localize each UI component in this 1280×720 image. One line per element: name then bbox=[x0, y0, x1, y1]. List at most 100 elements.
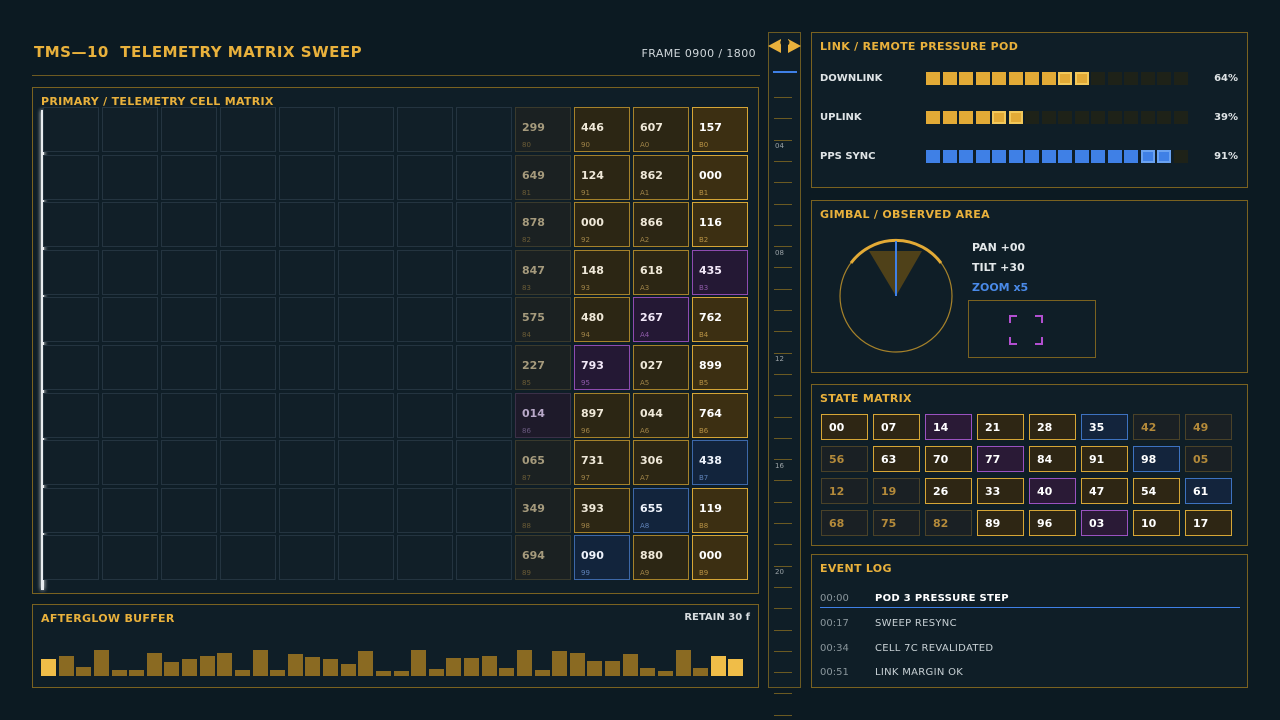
matrix-cell-empty[interactable] bbox=[102, 392, 158, 438]
matrix-cell-empty[interactable] bbox=[43, 535, 99, 581]
log-entry[interactable]: 00:17 SWEEP RESYNC bbox=[812, 618, 1247, 636]
matrix-cell-empty[interactable] bbox=[279, 297, 335, 343]
matrix-cell-empty[interactable] bbox=[397, 440, 453, 486]
matrix-cell-empty[interactable] bbox=[43, 297, 99, 343]
state-cell[interactable]: 28 bbox=[1029, 414, 1076, 440]
matrix-cell-empty[interactable] bbox=[43, 440, 99, 486]
matrix-cell[interactable]: 694 89 bbox=[515, 535, 571, 581]
state-cell[interactable]: 17 bbox=[1185, 510, 1232, 536]
matrix-cell[interactable]: 090 99 bbox=[574, 535, 630, 581]
matrix-cell-empty[interactable] bbox=[397, 392, 453, 438]
matrix-cell-empty[interactable] bbox=[397, 487, 453, 533]
state-cell[interactable]: 91 bbox=[1081, 446, 1128, 472]
matrix-cell-empty[interactable] bbox=[220, 202, 276, 248]
matrix-cell-empty[interactable] bbox=[397, 345, 453, 390]
matrix-cell[interactable]: 480 94 bbox=[574, 297, 630, 343]
matrix-cell-empty[interactable] bbox=[102, 297, 158, 343]
matrix-cell-empty[interactable] bbox=[43, 154, 99, 200]
matrix-cell[interactable]: 607 A0 bbox=[633, 107, 689, 152]
matrix-cell-empty[interactable] bbox=[397, 297, 453, 343]
matrix-cell[interactable]: 897 96 bbox=[574, 392, 630, 438]
matrix-cell[interactable]: 435 B3 bbox=[692, 249, 748, 295]
matrix-cell-empty[interactable] bbox=[102, 440, 158, 486]
matrix-cell-empty[interactable] bbox=[220, 297, 276, 343]
frame-scrubber[interactable]: 00 04 08 12 16 20 bbox=[768, 32, 801, 716]
state-cell[interactable]: 10 bbox=[1133, 510, 1180, 536]
matrix-cell-empty[interactable] bbox=[220, 535, 276, 581]
state-cell[interactable]: 63 bbox=[873, 446, 920, 472]
matrix-cell[interactable]: 866 A2 bbox=[633, 202, 689, 248]
matrix-cell[interactable]: 119 B8 bbox=[692, 487, 748, 533]
matrix-cell-empty[interactable] bbox=[279, 249, 335, 295]
matrix-cell-empty[interactable] bbox=[43, 487, 99, 533]
matrix-cell[interactable]: 148 93 bbox=[574, 249, 630, 295]
matrix-cell[interactable]: 575 84 bbox=[515, 297, 571, 343]
matrix-cell-empty[interactable] bbox=[43, 107, 99, 152]
matrix-cell[interactable]: 124 91 bbox=[574, 154, 630, 200]
matrix-cell[interactable]: 027 A5 bbox=[633, 345, 689, 390]
matrix-cell-empty[interactable] bbox=[338, 297, 394, 343]
matrix-cell[interactable]: 880 A9 bbox=[633, 535, 689, 581]
matrix-cell-empty[interactable] bbox=[279, 535, 335, 581]
state-cell[interactable]: 61 bbox=[1185, 478, 1232, 504]
state-cell[interactable]: 19 bbox=[873, 478, 920, 504]
matrix-cell[interactable]: 065 87 bbox=[515, 440, 571, 486]
matrix-cell-empty[interactable] bbox=[161, 107, 217, 152]
matrix-cell[interactable]: 299 80 bbox=[515, 107, 571, 152]
matrix-cell[interactable]: 862 A1 bbox=[633, 154, 689, 200]
matrix-cell-empty[interactable] bbox=[161, 440, 217, 486]
matrix-cell-empty[interactable] bbox=[338, 535, 394, 581]
matrix-cell-empty[interactable] bbox=[456, 345, 512, 390]
state-cell[interactable]: 12 bbox=[821, 478, 868, 504]
matrix-cell-empty[interactable] bbox=[456, 535, 512, 581]
state-cell[interactable]: 03 bbox=[1081, 510, 1128, 536]
state-cell[interactable]: 56 bbox=[821, 446, 868, 472]
state-cell[interactable]: 68 bbox=[821, 510, 868, 536]
state-cell[interactable]: 96 bbox=[1029, 510, 1076, 536]
matrix-cell[interactable]: 393 98 bbox=[574, 487, 630, 533]
matrix-cell[interactable]: 000 B9 bbox=[692, 535, 748, 581]
matrix-cell[interactable]: 227 85 bbox=[515, 345, 571, 390]
matrix-cell-empty[interactable] bbox=[220, 107, 276, 152]
matrix-cell[interactable]: 618 A3 bbox=[633, 249, 689, 295]
matrix-cell-empty[interactable] bbox=[161, 202, 217, 248]
matrix-cell[interactable]: 764 B6 bbox=[692, 392, 748, 438]
matrix-cell-empty[interactable] bbox=[102, 202, 158, 248]
state-cell[interactable]: 21 bbox=[977, 414, 1024, 440]
state-cell[interactable]: 98 bbox=[1133, 446, 1180, 472]
matrix-cell-empty[interactable] bbox=[338, 107, 394, 152]
matrix-cell-empty[interactable] bbox=[456, 107, 512, 152]
state-cell[interactable]: 07 bbox=[873, 414, 920, 440]
log-entry[interactable]: 00:51 LINK MARGIN OK bbox=[812, 667, 1247, 685]
state-cell[interactable]: 05 bbox=[1185, 446, 1232, 472]
state-cell[interactable]: 54 bbox=[1133, 478, 1180, 504]
matrix-cell-empty[interactable] bbox=[456, 154, 512, 200]
matrix-cell[interactable]: 655 A8 bbox=[633, 487, 689, 533]
matrix-cell[interactable]: 649 81 bbox=[515, 154, 571, 200]
matrix-cell-empty[interactable] bbox=[338, 202, 394, 248]
matrix-cell-empty[interactable] bbox=[161, 392, 217, 438]
state-cell[interactable]: 75 bbox=[873, 510, 920, 536]
matrix-cell[interactable]: 000 B1 bbox=[692, 154, 748, 200]
matrix-cell-empty[interactable] bbox=[279, 202, 335, 248]
matrix-cell-empty[interactable] bbox=[220, 345, 276, 390]
matrix-cell[interactable]: 446 90 bbox=[574, 107, 630, 152]
matrix-cell-empty[interactable] bbox=[338, 154, 394, 200]
state-cell[interactable]: 89 bbox=[977, 510, 1024, 536]
matrix-cell-empty[interactable] bbox=[397, 202, 453, 248]
matrix-cell-empty[interactable] bbox=[161, 154, 217, 200]
matrix-cell-empty[interactable] bbox=[220, 154, 276, 200]
matrix-cell[interactable]: 878 82 bbox=[515, 202, 571, 248]
matrix-cell-empty[interactable] bbox=[456, 392, 512, 438]
matrix-cell-empty[interactable] bbox=[279, 440, 335, 486]
matrix-cell[interactable]: 793 95 bbox=[574, 345, 630, 390]
state-cell[interactable]: 49 bbox=[1185, 414, 1232, 440]
matrix-cell-empty[interactable] bbox=[397, 154, 453, 200]
matrix-cell-empty[interactable] bbox=[220, 249, 276, 295]
matrix-cell[interactable]: 116 B2 bbox=[692, 202, 748, 248]
matrix-cell-empty[interactable] bbox=[43, 392, 99, 438]
state-cell[interactable]: 40 bbox=[1029, 478, 1076, 504]
matrix-cell-empty[interactable] bbox=[102, 345, 158, 390]
matrix-cell-empty[interactable] bbox=[279, 107, 335, 152]
matrix-cell-empty[interactable] bbox=[456, 249, 512, 295]
